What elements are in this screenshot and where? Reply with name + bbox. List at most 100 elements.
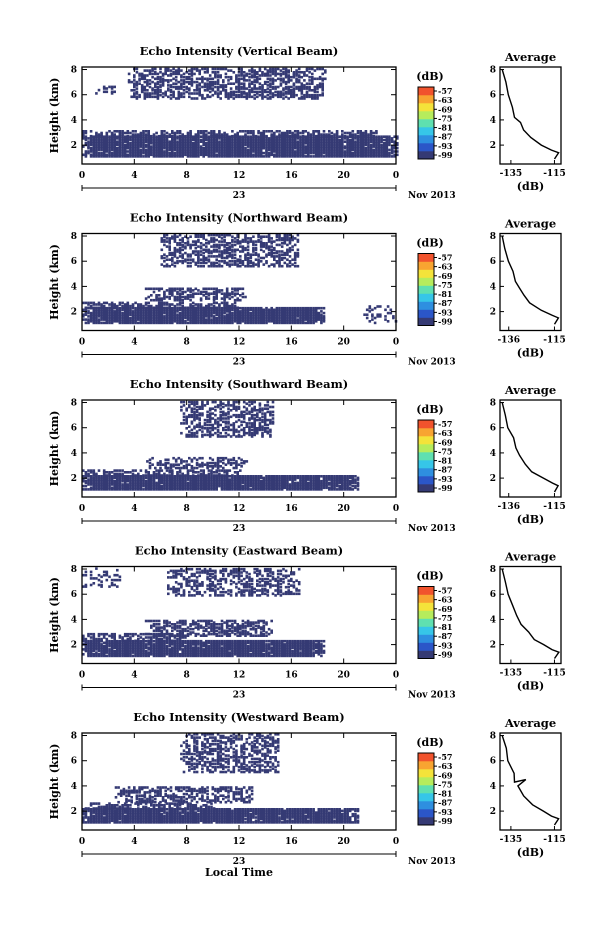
heatmap-cell — [223, 155, 226, 158]
heatmap-cell — [296, 233, 300, 237]
heatmap-cell — [184, 484, 187, 488]
heatmap-cell — [177, 97, 181, 100]
heatmap-cell — [293, 155, 297, 158]
heatmap-cell — [126, 486, 130, 490]
heatmap-cell — [286, 250, 289, 253]
heatmap-cell — [156, 87, 160, 90]
heatmap-cell — [270, 130, 273, 133]
heatmap-cell — [292, 72, 296, 76]
heatmap-cell — [157, 155, 161, 158]
heatmap-cell — [186, 138, 190, 142]
heatmap-cell — [267, 476, 271, 480]
heatmap-cell — [178, 242, 182, 245]
heatmap-cell — [172, 93, 175, 97]
heatmap-cell — [205, 479, 208, 483]
heatmap-cell — [296, 251, 300, 255]
heatmap-cell — [135, 95, 139, 99]
heatmap-cell — [304, 306, 307, 310]
heatmap-cell — [330, 137, 334, 140]
heatmap-cell — [322, 143, 326, 147]
heatmap-cell — [116, 135, 119, 138]
heatmap-cell — [155, 153, 158, 157]
heatmap-cell — [195, 87, 199, 90]
heatmap-cell — [267, 488, 271, 491]
heatmap-cell — [205, 315, 208, 318]
heatmap-cell — [195, 80, 199, 84]
heatmap-cell — [241, 146, 245, 150]
heatmap-cell — [190, 77, 194, 81]
heatmap-cell — [121, 304, 124, 308]
heatmap-cell — [362, 134, 365, 138]
heatmap-cell — [89, 475, 93, 478]
heatmap-cell — [113, 315, 116, 318]
heatmap-cell — [299, 135, 302, 138]
heatmap-cell — [278, 130, 281, 133]
heatmap-cell — [270, 308, 273, 312]
heatmap-cell — [309, 155, 313, 158]
heatmap-cell — [375, 148, 378, 152]
heatmap-cell — [356, 131, 360, 135]
heatmap-cell — [297, 67, 301, 71]
heatmap-cell — [100, 153, 103, 157]
heatmap-cell — [312, 137, 315, 140]
heatmap-cell — [299, 155, 302, 158]
heatmap-cell — [220, 297, 224, 300]
heatmap-cell — [270, 316, 273, 320]
heatmap-cell — [188, 77, 191, 81]
heatmap-cell — [143, 85, 147, 89]
heatmap-cell — [338, 140, 341, 143]
heatmap-cell — [147, 486, 150, 490]
heatmap-cell — [322, 140, 326, 143]
heatmap-cell — [160, 481, 164, 485]
heatmap-cell — [283, 238, 287, 242]
heatmap-cell — [185, 85, 188, 89]
heatmap-cell — [84, 142, 88, 145]
heatmap-cell — [305, 74, 309, 77]
heatmap-cell — [299, 306, 302, 310]
heatmap-cell — [82, 153, 85, 157]
heatmap-cell — [189, 235, 192, 238]
heatmap-cell — [239, 264, 242, 268]
heatmap-cell — [168, 481, 171, 485]
heatmap-cell — [131, 130, 135, 133]
heatmap-cell — [246, 148, 250, 152]
heatmap-cell — [167, 74, 170, 77]
heatmap-cell — [328, 148, 331, 152]
heatmap-cell — [312, 316, 315, 320]
heatmap-cell — [102, 145, 106, 148]
heatmap-cell — [118, 153, 122, 157]
heatmap-cell — [95, 146, 98, 150]
heatmap-cell — [286, 253, 289, 256]
colorbar-segment — [418, 119, 434, 128]
heatmap-cell — [233, 298, 237, 302]
heatmap-cell — [224, 89, 228, 92]
heatmap-cell — [301, 130, 305, 133]
heatmap-cell — [316, 77, 319, 81]
heatmap-cell — [152, 479, 156, 483]
heatmap-cell — [116, 311, 119, 315]
heatmap-cell — [266, 72, 270, 76]
heatmap-cell — [178, 484, 182, 488]
heatmap-cell — [215, 134, 218, 138]
heatmap-cell — [338, 143, 341, 147]
heatmap-cell — [341, 150, 344, 153]
heatmap-cell — [257, 486, 260, 490]
heatmap-cell — [233, 486, 237, 490]
heatmap-cell — [194, 308, 198, 312]
heatmap-cell — [139, 483, 143, 486]
heatmap-cell — [202, 151, 205, 155]
heatmap-cell — [286, 316, 289, 320]
heatmap-cell — [137, 479, 140, 483]
heatmap-cell — [239, 486, 242, 490]
heatmap-cell — [194, 316, 198, 320]
heatmap-cell — [118, 311, 122, 315]
heatmap-cell — [242, 84, 246, 87]
heatmap-cell — [202, 155, 205, 158]
heatmap-cell — [151, 89, 154, 92]
heatmap-cell — [210, 287, 213, 291]
heatmap-cell — [231, 146, 234, 150]
heatmap-cell — [367, 146, 370, 150]
heatmap-cell — [147, 311, 150, 315]
heatmap-cell — [233, 484, 237, 488]
heatmap-cell — [205, 304, 208, 308]
